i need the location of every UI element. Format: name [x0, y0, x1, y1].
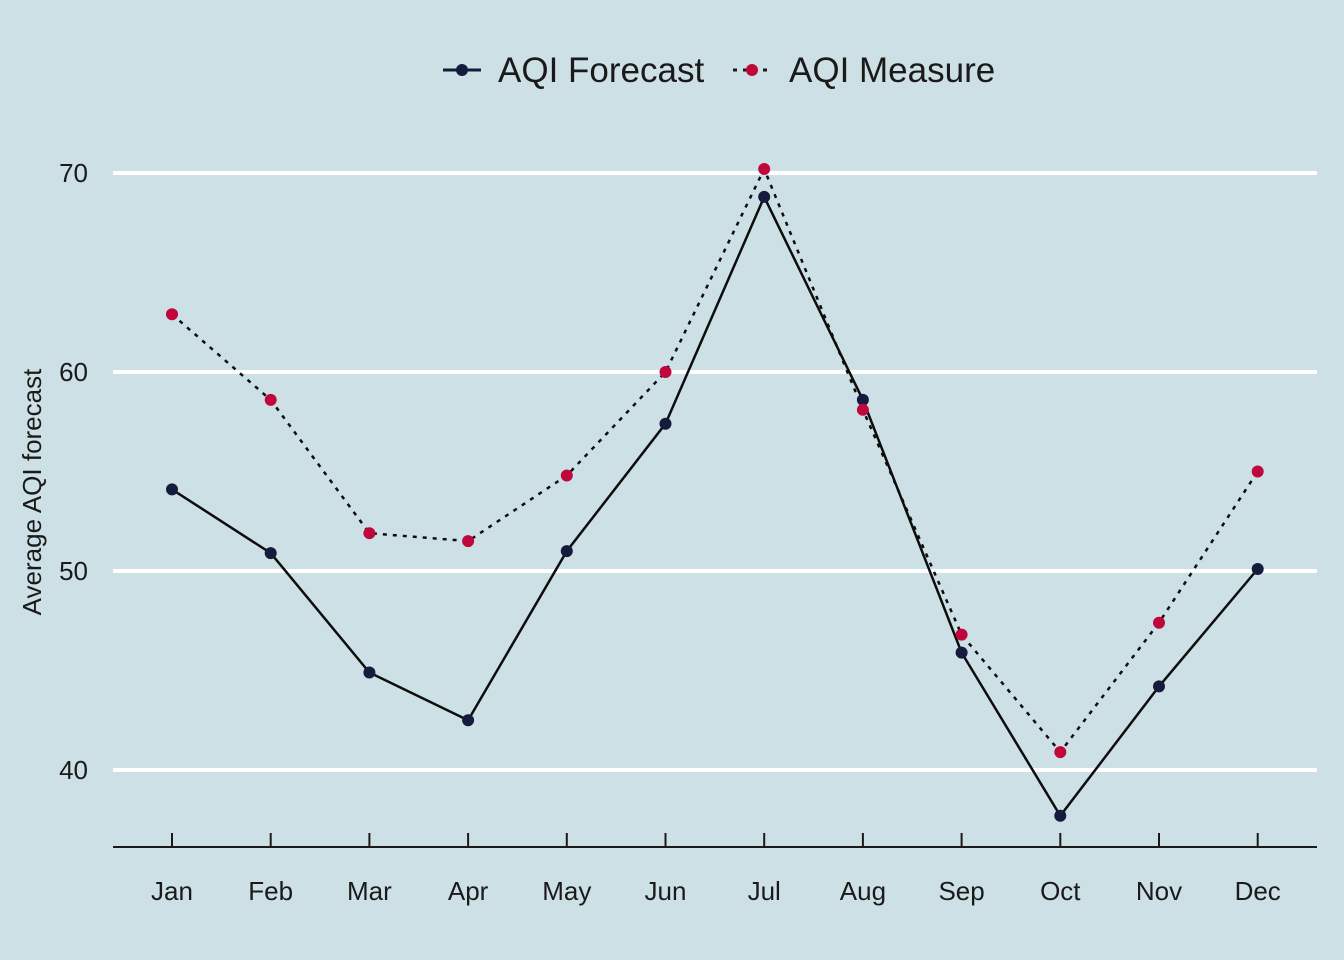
legend-swatch-marker-measure [746, 64, 758, 76]
x-tick-label-jun: Jun [645, 876, 687, 906]
x-tick-label-dec: Dec [1235, 876, 1281, 906]
y-tick-label-40: 40 [59, 755, 88, 785]
series-markers [166, 163, 1264, 822]
point-aqi-forecast-nov [1153, 680, 1165, 693]
x-tick-label-feb: Feb [248, 876, 293, 906]
point-aqi-forecast-feb [264, 547, 277, 560]
x-tick-label-sep: Sep [938, 876, 984, 906]
gridlines [113, 171, 1317, 772]
point-aqi-forecast-apr [462, 714, 475, 727]
point-aqi-measure-aug [856, 403, 869, 416]
point-aqi-forecast-oct [1054, 809, 1067, 822]
x-tick-label-oct: Oct [1040, 876, 1081, 906]
point-aqi-measure-feb [264, 393, 277, 406]
point-aqi-measure-sep [955, 628, 968, 641]
y-axis-title: Average AQI forecast [17, 368, 47, 615]
point-aqi-measure-dec [1251, 465, 1264, 478]
series-line-aqi-forecast [171, 193, 1259, 819]
point-aqi-forecast-dec [1251, 563, 1264, 576]
point-aqi-forecast-may [560, 545, 573, 558]
legend-label-forecast: AQI Forecast [498, 51, 704, 90]
x-tick-label-mar: Mar [347, 876, 392, 906]
point-aqi-measure-mar [363, 527, 376, 540]
point-aqi-forecast-aug [856, 393, 869, 406]
legend-label-measure: AQI Measure [789, 51, 995, 90]
legend-swatch-marker-forecast [456, 64, 468, 76]
x-axis: Jan Feb Mar Apr May Jun Jul Aug Sep Oct Nov Dec [113, 833, 1317, 906]
point-aqi-measure-apr [462, 535, 475, 548]
point-aqi-forecast-mar [363, 666, 376, 679]
point-aqi-measure-may [560, 469, 573, 482]
point-aqi-measure-jan [166, 308, 178, 321]
y-tick-label-50: 50 [59, 556, 88, 586]
legend-item-measure: AQI Measure [733, 51, 995, 90]
point-aqi-forecast-jun [659, 417, 672, 430]
legend-item-forecast: AQI Forecast [443, 51, 704, 90]
point-aqi-forecast-sep [955, 646, 968, 659]
legend: AQI Forecast AQI Measure [443, 51, 995, 90]
point-aqi-forecast-jan [166, 483, 178, 496]
point-aqi-forecast-jul [758, 190, 771, 203]
y-tick-label-70: 70 [59, 158, 88, 188]
y-tick-labels: 40 50 60 70 [59, 158, 88, 785]
x-tick-label-nov: Nov [1136, 876, 1182, 906]
x-tick-label-apr: Apr [448, 876, 489, 906]
point-aqi-measure-oct [1054, 746, 1067, 759]
x-tick-label-jul: Jul [748, 876, 781, 906]
x-tick-label-aug: Aug [840, 876, 886, 906]
point-aqi-measure-jun [659, 366, 672, 378]
y-tick-label-60: 60 [59, 357, 88, 387]
series-lines [171, 165, 1259, 819]
x-tick-label-jan: Jan [151, 876, 193, 906]
point-aqi-measure-nov [1153, 616, 1165, 629]
x-tick-label-may: May [542, 876, 591, 906]
point-aqi-measure-jul [758, 163, 771, 176]
